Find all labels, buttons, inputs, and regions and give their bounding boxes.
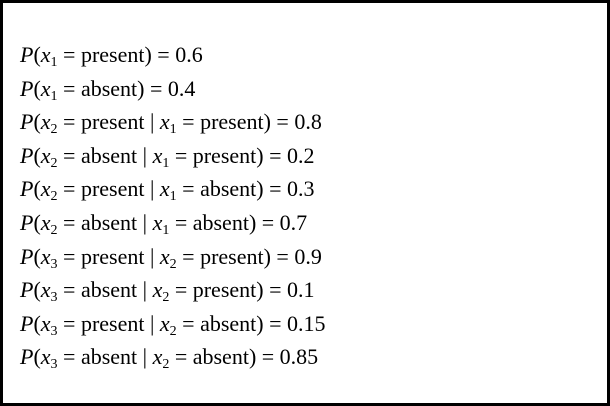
subscript: 1 xyxy=(169,189,177,205)
text-segment: = present | xyxy=(57,310,160,336)
text-segment: = present) = 0.2 xyxy=(169,142,315,168)
text-segment: P xyxy=(20,75,34,101)
text-segment: P xyxy=(20,310,34,336)
subscript: 3 xyxy=(50,256,58,272)
subscript: 2 xyxy=(162,357,170,373)
text-segment: x xyxy=(152,209,163,235)
probability-line: P(x2 = present | x1 = present) = 0.8 xyxy=(20,105,326,139)
probability-line: P(x2 = absent | x1 = absent) = 0.7 xyxy=(20,206,326,240)
text-segment: = absent | xyxy=(57,142,153,168)
subscript: 1 xyxy=(169,122,177,138)
subscript: 3 xyxy=(50,290,58,306)
text-segment: ( xyxy=(33,277,41,303)
text-segment: x xyxy=(40,42,51,67)
subscript: 2 xyxy=(169,256,177,272)
text-segment: x xyxy=(152,142,163,168)
subscript: 2 xyxy=(50,122,58,138)
text-segment: ( xyxy=(33,75,41,101)
text-segment: x xyxy=(40,310,51,336)
probability-line: P(x3 = present | x2 = present) = 0.9 xyxy=(20,240,326,274)
subscript: 1 xyxy=(50,55,58,70)
probability-line: P(x3 = absent | x2 = present) = 0.1 xyxy=(20,273,326,307)
text-segment: x xyxy=(40,209,51,235)
text-segment: x xyxy=(40,344,51,370)
text-segment: P xyxy=(20,277,34,303)
subscript: 2 xyxy=(162,290,170,306)
subscript: 2 xyxy=(50,189,58,205)
text-segment: x xyxy=(40,142,51,168)
subscript: 1 xyxy=(50,88,58,104)
text-segment: = present) = 0.1 xyxy=(169,277,315,303)
probability-list: P(x1 = present) = 0.6 P(x1 = absent) = 0.… xyxy=(20,38,326,374)
text-segment: P xyxy=(20,142,34,168)
probability-line: P(x2 = present | x1 = absent) = 0.3 xyxy=(20,172,326,206)
text-segment: x xyxy=(40,243,51,269)
text-segment: P xyxy=(20,243,34,269)
text-segment: ( xyxy=(33,209,41,235)
text-segment: x xyxy=(40,176,51,202)
subscript: 3 xyxy=(50,323,58,339)
text-segment: ( xyxy=(33,310,41,336)
text-segment: P xyxy=(20,209,34,235)
probability-line: P(x3 = present | x2 = absent) = 0.15 xyxy=(20,307,326,341)
text-segment: = absent | xyxy=(57,277,153,303)
text-segment: = present) = 0.9 xyxy=(176,243,322,269)
text-segment: = present | xyxy=(57,243,160,269)
text-segment: = present | xyxy=(57,176,160,202)
text-segment: = present) = 0.8 xyxy=(176,109,322,135)
probability-line: P(x3 = absent | x2 = absent) = 0.85 xyxy=(20,340,326,374)
text-segment: x xyxy=(152,344,163,370)
text-segment: ( xyxy=(33,142,41,168)
text-segment: = absent) = 0.7 xyxy=(169,209,308,235)
text-segment: x xyxy=(40,109,51,135)
text-segment: = absent | xyxy=(57,344,153,370)
subscript: 3 xyxy=(50,357,58,373)
text-segment: ( xyxy=(33,42,41,67)
text-segment: P xyxy=(20,42,34,67)
text-segment: = present) = 0.6 xyxy=(57,42,203,67)
text-segment: x xyxy=(159,310,170,336)
text-segment: = absent) = 0.85 xyxy=(169,344,319,370)
subscript: 1 xyxy=(162,222,170,238)
text-segment: x xyxy=(40,277,51,303)
text-segment: = absent) = 0.4 xyxy=(57,75,196,101)
subscript: 2 xyxy=(169,323,177,339)
subscript: 2 xyxy=(50,155,58,171)
text-segment: ( xyxy=(33,109,41,135)
text-segment: x xyxy=(152,277,163,303)
probability-line: P(x1 = present) = 0.6 xyxy=(20,38,326,72)
text-segment: = absent | xyxy=(57,209,153,235)
text-segment: ( xyxy=(33,243,41,269)
text-segment: P xyxy=(20,344,34,370)
text-segment: x xyxy=(40,75,51,101)
text-segment: P xyxy=(20,109,34,135)
text-segment: P xyxy=(20,176,34,202)
probability-line: P(x1 = absent) = 0.4 xyxy=(20,72,326,106)
text-segment: ( xyxy=(33,344,41,370)
probability-line: P(x2 = absent | x1 = present) = 0.2 xyxy=(20,139,326,173)
text-segment: ( xyxy=(33,176,41,202)
text-segment: = absent) = 0.15 xyxy=(176,310,326,336)
text-segment: x xyxy=(159,243,170,269)
text-segment: = present | xyxy=(57,109,160,135)
subscript: 2 xyxy=(50,222,58,238)
subscript: 1 xyxy=(162,155,170,171)
text-segment: x xyxy=(159,109,170,135)
text-segment: x xyxy=(159,176,170,202)
text-segment: = absent) = 0.3 xyxy=(176,176,315,202)
